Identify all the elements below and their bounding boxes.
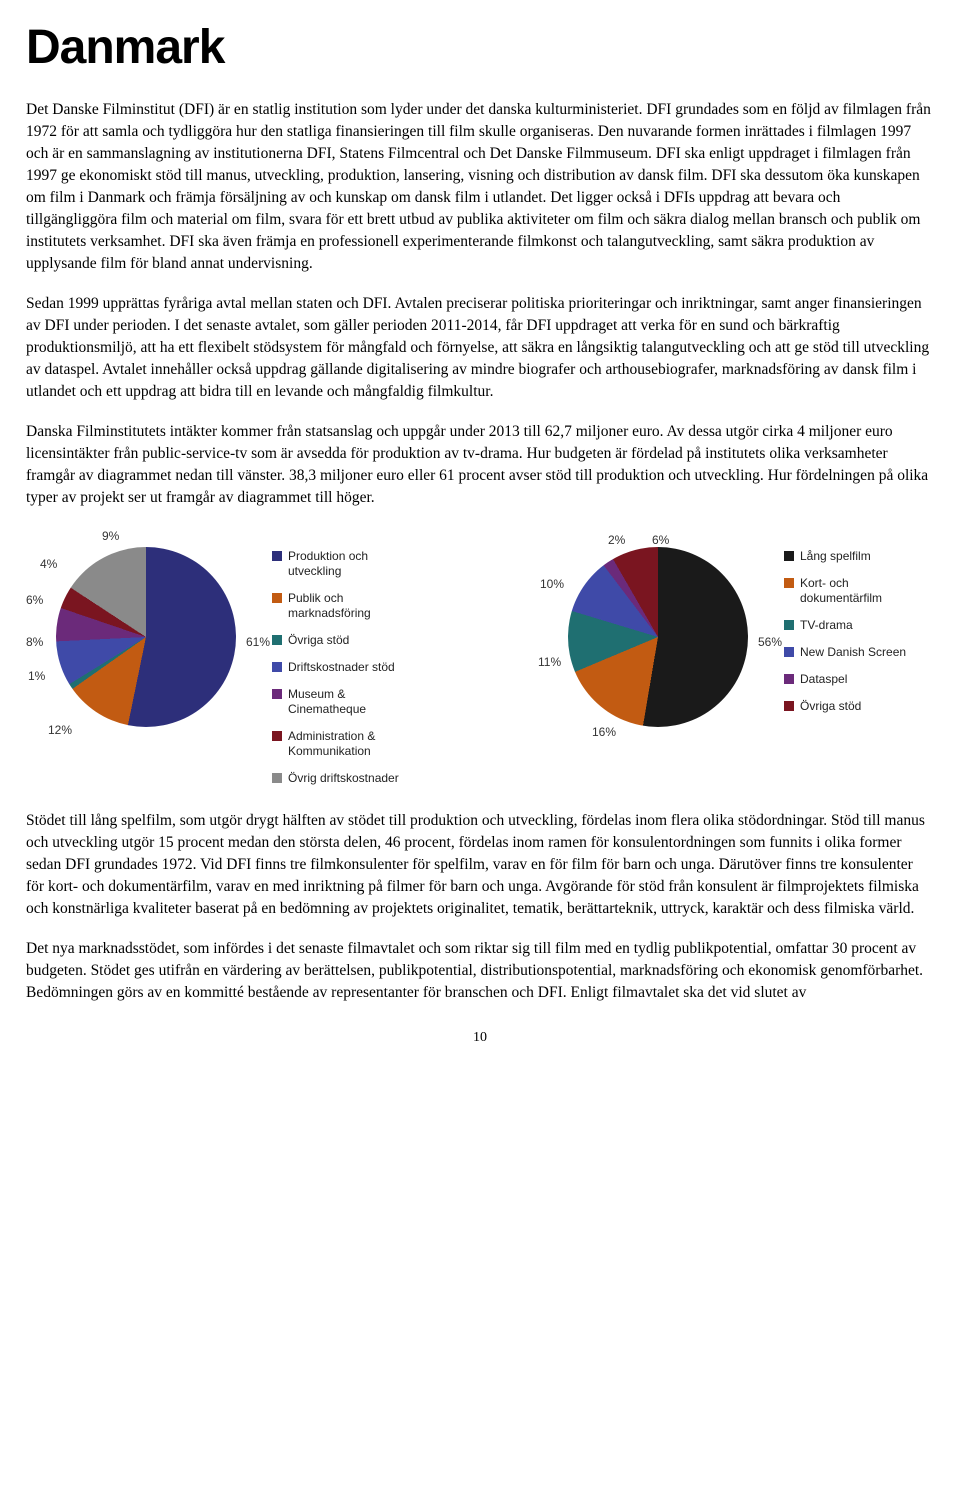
pie2-callout-2: 2%	[608, 533, 625, 547]
legend-label: Publik och marknadsföring	[288, 591, 422, 621]
legend-swatch	[272, 689, 282, 699]
page-title: Danmark	[26, 20, 934, 75]
charts-container: 61% 12% 1% 8% 6% 4% 9% Produktion och ut…	[26, 527, 934, 786]
legend-item: Kort- och dokumentärfilm	[784, 576, 934, 606]
legend-chart-1: Produktion och utveckling Publik och mark…	[272, 527, 422, 786]
pie1-callout-4: 4%	[40, 557, 57, 571]
pie1-callout-6: 6%	[26, 593, 43, 607]
legend-swatch	[784, 647, 794, 657]
legend-swatch	[784, 701, 794, 711]
legend-item: Administration & Kommunikation	[272, 729, 422, 759]
legend-item: Övriga stöd	[784, 699, 934, 714]
legend-label: Administration & Kommunikation	[288, 729, 422, 759]
pie1-callout-61: 61%	[246, 635, 270, 649]
legend-item: Övrig driftskostnader	[272, 771, 422, 786]
legend-item: TV-drama	[784, 618, 934, 633]
paragraph-4: Stödet till lång spelfilm, som utgör dry…	[26, 810, 934, 920]
paragraph-5: Det nya marknadsstödet, som infördes i d…	[26, 938, 934, 1004]
legend-label: New Danish Screen	[800, 645, 906, 660]
legend-label: Kort- och dokumentärfilm	[800, 576, 934, 606]
pie1-callout-9: 9%	[102, 529, 119, 543]
chart-budget-allocation: 61% 12% 1% 8% 6% 4% 9% Produktion och ut…	[26, 527, 422, 786]
legend-swatch	[272, 773, 282, 783]
chart-project-types: 56% 16% 11% 10% 2% 6% Lång spelfilm Kort-…	[538, 527, 934, 786]
legend-item: Publik och marknadsföring	[272, 591, 422, 621]
paragraph-3: Danska Filminstitutets intäkter kommer f…	[26, 421, 934, 509]
legend-swatch	[272, 731, 282, 741]
pie2-callout-56: 56%	[758, 635, 782, 649]
pie2-callout-6: 6%	[652, 533, 669, 547]
pie1-callout-1: 1%	[28, 669, 45, 683]
legend-item: Lång spelfilm	[784, 549, 934, 564]
legend-swatch	[784, 578, 794, 588]
legend-item: New Danish Screen	[784, 645, 934, 660]
pie2-callout-11: 11%	[538, 655, 561, 669]
pie2-callout-10: 10%	[540, 577, 564, 591]
legend-swatch	[272, 593, 282, 603]
pie1-callout-12: 12%	[48, 723, 72, 737]
legend-item: Produktion och utveckling	[272, 549, 422, 579]
legend-label: TV-drama	[800, 618, 853, 633]
pie2-callout-16: 16%	[592, 725, 616, 739]
legend-swatch	[272, 635, 282, 645]
legend-label: Driftskostnader stöd	[288, 660, 395, 675]
pie-chart-2: 56% 16% 11% 10% 2% 6%	[538, 527, 778, 747]
legend-chart-2: Lång spelfilm Kort- och dokumentärfilm TV-…	[784, 527, 934, 714]
legend-item: Museum & Cinematheque	[272, 687, 422, 717]
legend-label: Museum & Cinematheque	[288, 687, 422, 717]
legend-swatch	[272, 551, 282, 561]
legend-label: Dataspel	[800, 672, 847, 687]
legend-label: Övrig driftskostnader	[288, 771, 399, 786]
legend-swatch	[272, 662, 282, 672]
legend-swatch	[784, 551, 794, 561]
legend-label: Övriga stöd	[288, 633, 349, 648]
pie-chart-1: 61% 12% 1% 8% 6% 4% 9%	[26, 527, 266, 747]
legend-label: Lång spelfilm	[800, 549, 871, 564]
legend-label: Produktion och utveckling	[288, 549, 422, 579]
legend-item: Dataspel	[784, 672, 934, 687]
legend-swatch	[784, 674, 794, 684]
page-number: 10	[26, 1030, 934, 1046]
pie1-callout-8: 8%	[26, 635, 43, 649]
paragraph-1: Det Danske Filminstitut (DFI) är en stat…	[26, 99, 934, 275]
legend-swatch	[784, 620, 794, 630]
legend-label: Övriga stöd	[800, 699, 861, 714]
legend-item: Övriga stöd	[272, 633, 422, 648]
paragraph-2: Sedan 1999 upprättas fyråriga avtal mell…	[26, 293, 934, 403]
legend-item: Driftskostnader stöd	[272, 660, 422, 675]
